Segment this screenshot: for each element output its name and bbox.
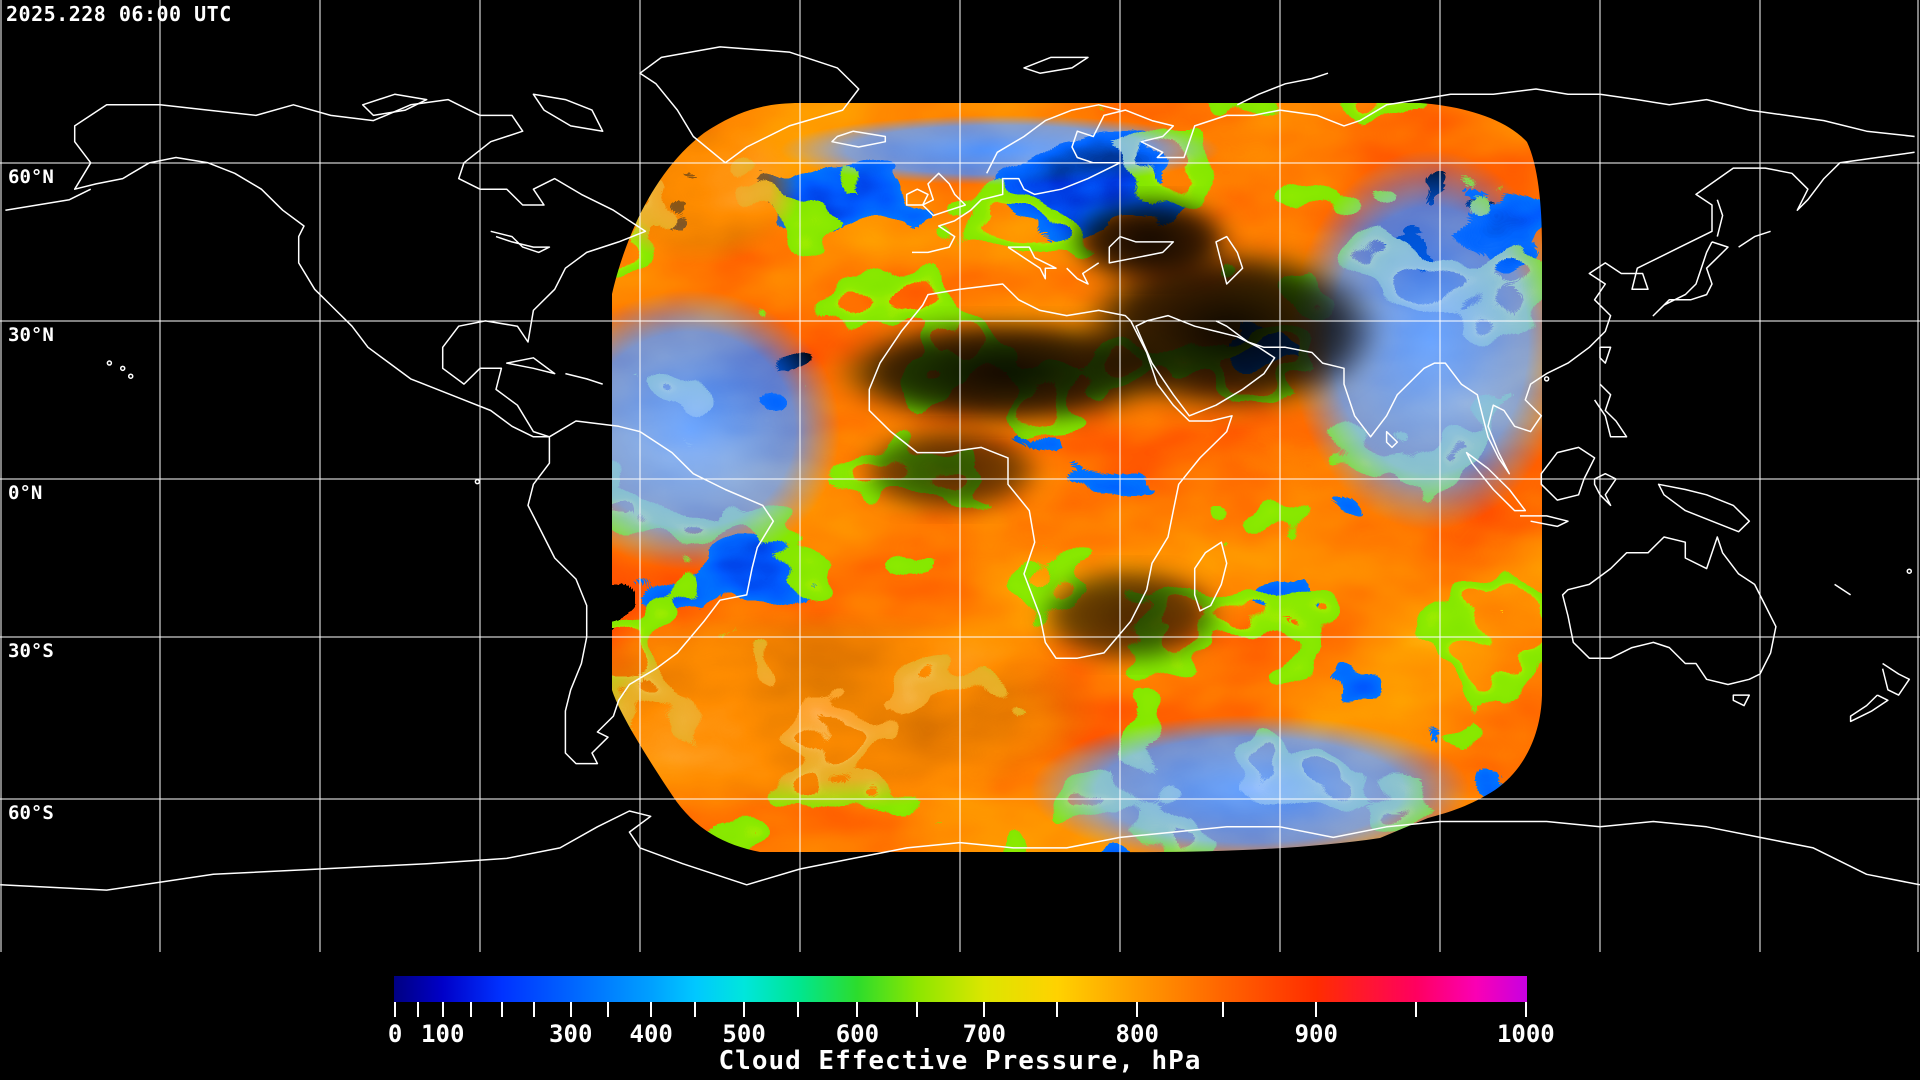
colorbar-tick xyxy=(983,1002,986,1017)
satellite-data-swath xyxy=(612,103,1542,853)
colorbar-tick-label: 400 xyxy=(629,1020,673,1048)
coastline-path xyxy=(1834,583,1852,596)
coastline-path xyxy=(1732,694,1751,707)
colorbar-tick xyxy=(470,1002,473,1017)
coastline-path xyxy=(986,104,1121,174)
colorbar-tick xyxy=(694,1002,697,1017)
coastline-path xyxy=(1385,430,1399,449)
latitude-label: 60°S xyxy=(8,802,54,824)
colorbar-tick xyxy=(1414,1002,1417,1017)
coastline-path xyxy=(1738,230,1771,248)
colorbar-tick-label: 800 xyxy=(1115,1020,1159,1048)
coastline-path xyxy=(639,46,860,164)
island-dot xyxy=(474,478,481,485)
colorbar-tick xyxy=(569,1002,572,1017)
coastlines xyxy=(0,46,1920,891)
colorbar-tick xyxy=(1315,1002,1318,1017)
coastline-path xyxy=(1108,235,1175,264)
colorbar-tick xyxy=(797,1002,800,1017)
coastline-path xyxy=(1593,472,1617,507)
coastline-path xyxy=(1215,235,1244,285)
coastline-path xyxy=(912,88,1915,254)
coastline-path xyxy=(905,188,929,206)
colorbar-tick xyxy=(1136,1002,1139,1017)
colorbar-tick-label: 1000 xyxy=(1496,1020,1555,1048)
coastline-path xyxy=(1023,56,1089,74)
island-dot xyxy=(1906,568,1913,574)
coastline-path xyxy=(1066,262,1100,285)
colorbar-tick-label: 0 xyxy=(387,1020,403,1048)
colorbar-tick xyxy=(1222,1002,1225,1017)
latitude-label: 30°S xyxy=(8,640,54,662)
coastline-path xyxy=(1193,541,1228,612)
coastline-path xyxy=(1716,199,1724,237)
latitude-label: 0°N xyxy=(8,482,42,504)
latitude-labels: 60°N 30°N 0°N 30°S 60°S xyxy=(8,166,54,824)
coastline-path xyxy=(868,283,1233,659)
coastline-path xyxy=(361,93,428,117)
coastline-path xyxy=(1593,383,1628,438)
coastline-path xyxy=(1881,662,1911,696)
latitude-label: 30°N xyxy=(8,324,54,346)
coastline-path xyxy=(1135,314,1276,417)
island-dot xyxy=(106,360,113,366)
colorbar-tick-label: 300 xyxy=(549,1020,593,1048)
colorbar-tick xyxy=(607,1002,610,1017)
colorbar-tick xyxy=(1524,1002,1527,1017)
island-dot xyxy=(119,365,126,372)
colorbar-tick xyxy=(650,1002,653,1017)
coastline-path xyxy=(73,98,647,438)
colorbar-tick xyxy=(856,1002,859,1017)
cloud-field-speckle-layer xyxy=(612,103,1542,853)
colorbar-tick xyxy=(441,1002,444,1017)
coastline-path xyxy=(1657,483,1751,533)
coastline-path xyxy=(490,230,551,254)
colorbar-tick-label: 600 xyxy=(835,1020,880,1048)
coastline-path xyxy=(532,93,604,132)
colorbar-tick-label: 500 xyxy=(722,1020,766,1048)
timestamp: 2025.228 06:00 UTC xyxy=(6,2,232,26)
colorbar-tick xyxy=(1055,1002,1058,1017)
colorbar-tick xyxy=(416,1002,419,1017)
coastline-path xyxy=(1007,246,1057,280)
coastline-path xyxy=(1652,241,1729,317)
latitude-label: 60°N xyxy=(8,166,54,188)
colorbar-tick-label: 900 xyxy=(1294,1020,1338,1048)
coastline-path xyxy=(565,372,603,385)
coastline-path xyxy=(1540,446,1596,501)
colorbar-tick xyxy=(916,1002,919,1017)
colorbar-gradient xyxy=(394,976,1527,1002)
coastline-path xyxy=(505,357,556,375)
colorbar-tick xyxy=(743,1002,746,1017)
coastline-path xyxy=(1849,694,1889,723)
coastline-path xyxy=(1561,536,1777,686)
coastline-path xyxy=(1236,72,1329,106)
coastline-path xyxy=(5,188,92,211)
coastline-path xyxy=(1465,451,1527,512)
colorbar-tick-label: 700 xyxy=(962,1020,1006,1048)
graticule-grid xyxy=(0,0,1920,952)
coastline-path xyxy=(1599,346,1612,364)
island-dot xyxy=(1543,376,1550,382)
colorbar-tick-label: 100 xyxy=(421,1020,465,1048)
coastline-path xyxy=(527,420,775,765)
coastline-path xyxy=(921,172,967,217)
colorbar-tick xyxy=(394,1002,397,1017)
colorbar-tick xyxy=(533,1002,536,1017)
colorbar-tick xyxy=(500,1002,503,1017)
colorbar-title: Cloud Effective Pressure, hPa xyxy=(718,1046,1202,1076)
coastline-path xyxy=(0,810,1920,891)
coastline-path xyxy=(1520,515,1569,528)
coastline-path xyxy=(831,130,887,148)
island-dot xyxy=(127,373,134,379)
coastline-path xyxy=(1215,151,1915,475)
